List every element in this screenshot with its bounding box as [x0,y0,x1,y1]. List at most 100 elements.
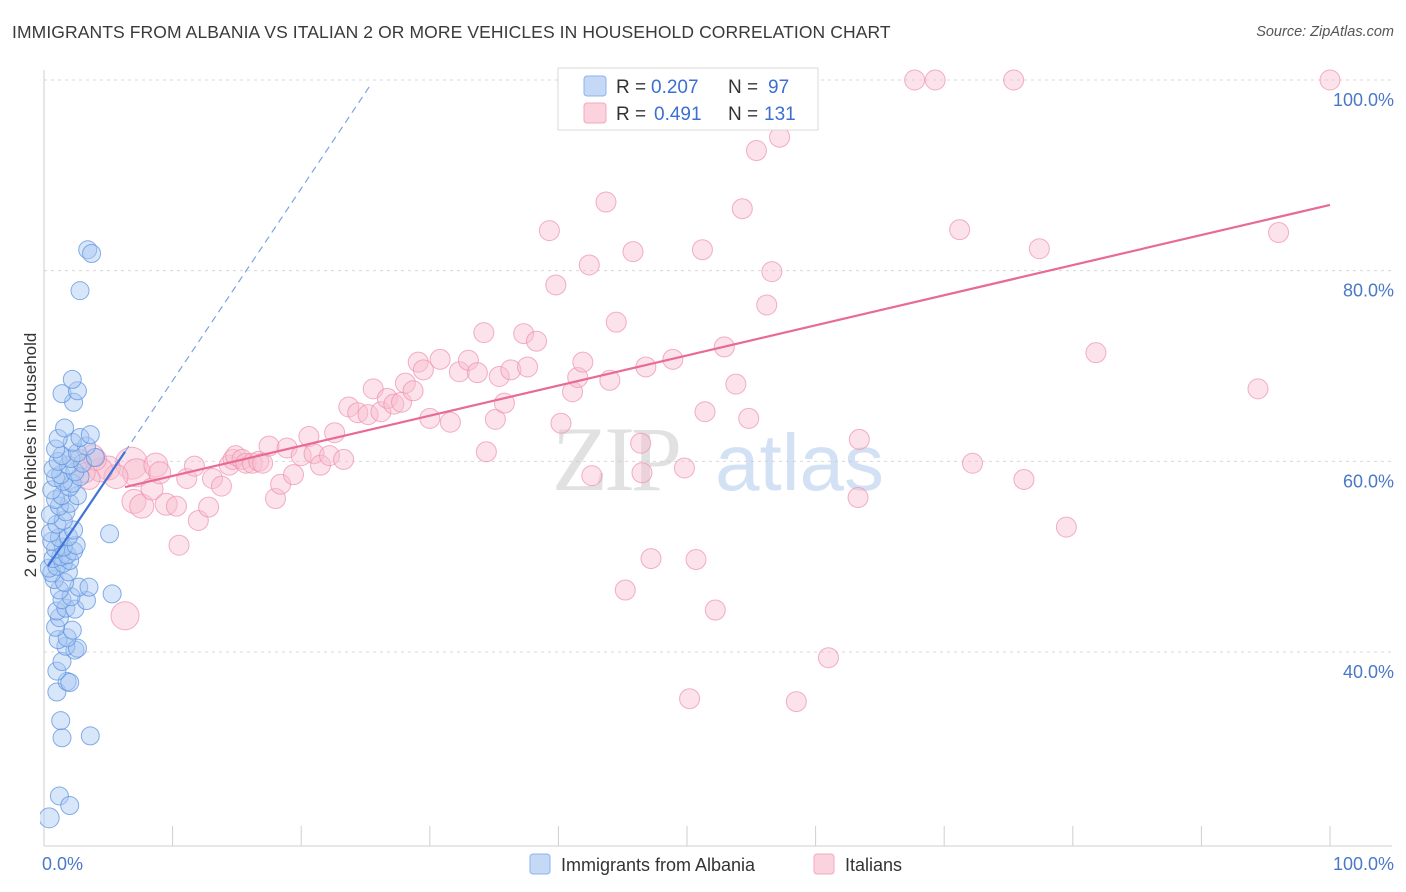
italians-point [282,464,304,486]
italians-point [412,359,434,381]
italians-point [605,311,627,333]
albania-point [61,587,81,607]
italians-point [448,361,470,383]
albania-point [67,381,87,401]
italians-point [484,408,506,430]
italians-point [685,549,707,571]
italians-point [614,579,636,601]
italians-point [817,647,839,669]
italians-point [731,198,753,220]
italians-point [1319,69,1341,91]
italians-point [545,274,567,296]
watermark: ZIP atlas [552,408,884,510]
bottom-swatch-italians [813,853,835,875]
italians-point [276,437,298,459]
italians-point [691,239,713,261]
y-tick-labels: 40.0% 60.0% 80.0% 100.0% [1333,90,1394,682]
albania-point [82,244,102,264]
italians-point [457,349,479,371]
italians-point [383,393,405,415]
italians-point [1247,378,1269,400]
watermark-zip: ZIP [552,408,679,510]
albania-point [80,425,100,445]
bottom-legend-italians: Italians [845,855,902,875]
italians-point [738,407,760,429]
italians-point [1268,222,1290,244]
albania-point [62,369,82,389]
italians-point [631,462,653,484]
italians-point [904,69,926,91]
albania-point [70,281,90,301]
albania-point [40,807,60,829]
albania-point [47,682,67,702]
legend-n-label-1: N = [728,77,758,98]
albania-point [69,577,89,597]
bottom-legend-albania: Immigrants from Albania [561,855,756,875]
italians-point [168,534,190,556]
italians-points [69,69,1341,713]
italians-point [630,432,652,454]
legend-swatch-albania [583,75,607,97]
albania-point [55,418,75,438]
albania-point [80,726,100,746]
y-tick-label-100: 100.0% [1333,90,1394,110]
italians-point [439,411,461,433]
albania-point [52,728,72,748]
albania-point [102,584,122,604]
watermark-atlas: atlas [715,418,884,507]
italians-point [357,404,379,426]
italians-point [1055,516,1077,538]
italians-point [1085,342,1107,364]
italians-point [595,191,617,213]
albania-point [79,577,99,597]
italians-point [704,599,726,621]
italians-point [429,348,451,370]
albania-trend-extension [124,82,373,453]
albania-point [62,620,82,640]
italians-point [333,448,355,470]
albania-point [60,795,80,815]
italians-point [1013,468,1035,490]
italians-point [785,691,807,713]
italians-point [394,372,416,394]
italians-point [572,351,594,373]
italians-point [466,362,488,384]
albania-trend-line [46,451,126,567]
italians-point [513,323,535,345]
italians-point [110,601,140,631]
legend-r-label-1: R = [616,77,646,98]
legend-n-value-2: 131 [764,104,796,125]
legend-n-label-2: N = [728,104,758,125]
albania-point [52,384,72,404]
italians-point [376,387,398,409]
albania-point [60,493,80,513]
source-label: Source: ZipAtlas.com [1256,24,1394,40]
italians-point [679,688,701,710]
italians-point [538,220,560,242]
italians-point [165,495,187,517]
italians-point [517,356,539,378]
italians-point [298,426,320,448]
legend-swatch-italians [583,102,607,124]
x-tick-min: 0.0% [42,854,83,874]
italians-point [402,380,424,402]
legend-n-value-1: 97 [768,77,789,98]
albania-point [52,652,72,672]
italians-point [488,365,510,387]
italians-point [1003,69,1025,91]
italians-point [848,428,870,450]
albania-point [67,638,87,658]
trend-lines [46,82,1331,567]
x-tick-max: 100.0% [1333,854,1394,874]
italians-point [694,401,716,423]
stats-legend: R = 0.207 N = 97 R = 0.491 N = 131 [557,67,819,131]
albania-point [48,428,68,448]
italians-point [640,548,662,570]
italians-point [673,457,695,479]
albania-point [55,572,75,592]
series-legend: Immigrants from Albania Italians [529,853,902,875]
italians-point [725,373,747,395]
italians-point [961,452,983,474]
grid-lines [44,79,1392,653]
